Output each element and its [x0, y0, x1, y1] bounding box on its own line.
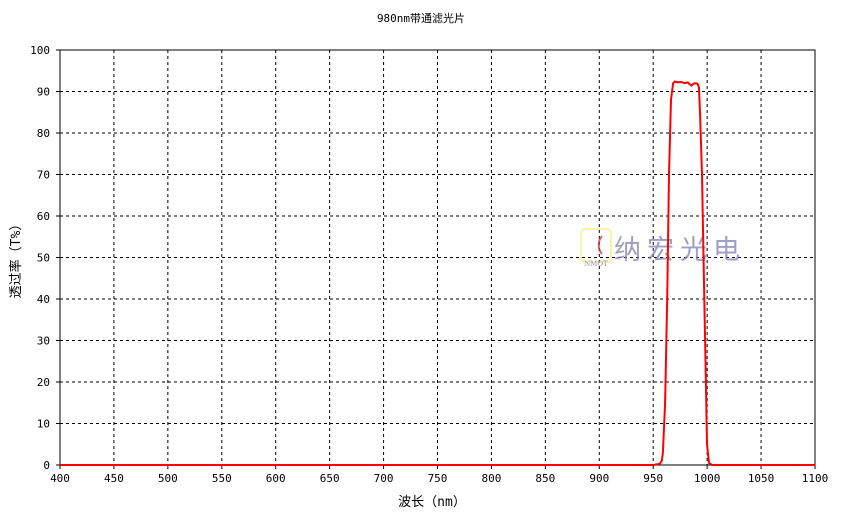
- x-tick-label: 450: [104, 472, 124, 485]
- x-tick-label: 850: [535, 472, 555, 485]
- watermark-logo-text: NMOT: [584, 260, 608, 268]
- y-tick-label: 40: [37, 293, 50, 306]
- y-tick-label: 60: [37, 210, 50, 223]
- y-axis-label: 透过率（T%）: [8, 218, 24, 299]
- y-tick-label: 90: [37, 86, 50, 99]
- chart-title: 980nm带通滤光片: [377, 11, 465, 25]
- x-tick-label: 500: [158, 472, 178, 485]
- transmission-curve: [60, 80, 815, 466]
- watermark-text: 纳宏光电: [614, 235, 746, 266]
- x-tick-label: 600: [266, 472, 286, 485]
- y-tick-label: 80: [37, 127, 50, 140]
- x-tick-label: 650: [320, 472, 340, 485]
- x-tick-label: 750: [428, 472, 448, 485]
- y-tick-label: 20: [37, 376, 50, 389]
- y-tick-label: 70: [37, 169, 50, 182]
- y-tick-label: 100: [30, 44, 50, 57]
- x-tick-label: 400: [50, 472, 70, 485]
- y-tick-label: 10: [37, 418, 50, 431]
- x-tick-label: 950: [643, 472, 663, 485]
- x-tick-label: 550: [212, 472, 232, 485]
- y-tick-label: 30: [37, 335, 50, 348]
- x-tick-label: 1100: [802, 472, 829, 485]
- x-tick-label: 700: [374, 472, 394, 485]
- x-tick-label: 900: [589, 472, 609, 485]
- x-tick-label: 1050: [748, 472, 775, 485]
- y-tick-label: 0: [43, 459, 50, 472]
- x-tick-label: 800: [481, 472, 501, 485]
- x-axis-label: 波长（nm）: [398, 495, 466, 510]
- x-tick-label: 1000: [694, 472, 721, 485]
- y-tick-label: 50: [37, 252, 50, 265]
- watermark: NMOT 纳宏光电: [580, 228, 746, 268]
